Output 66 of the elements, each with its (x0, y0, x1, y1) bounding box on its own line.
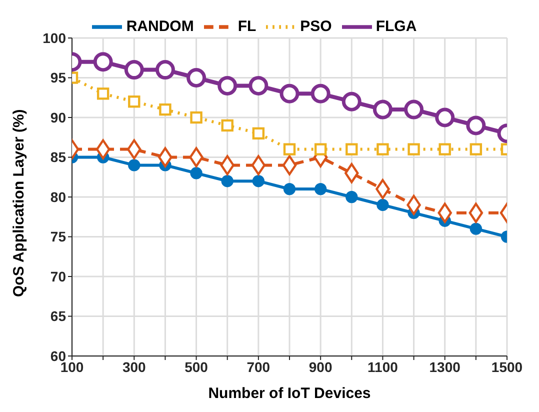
legend-label: FLGA (376, 18, 417, 35)
point (96, 88, 110, 100)
x-tick-label: 300 (122, 358, 146, 375)
x-tick-label: 1300 (429, 358, 461, 375)
x-tick-label: 900 (308, 358, 332, 375)
y-tick-label: 70 (50, 268, 66, 284)
point (221, 175, 234, 188)
y-tick-label: 95 (50, 70, 66, 86)
point (470, 222, 482, 235)
point (96, 139, 110, 160)
point (344, 163, 359, 184)
point (252, 127, 265, 140)
x-tick-label: 700 (246, 358, 270, 375)
point (376, 198, 389, 212)
point (155, 60, 175, 80)
point (314, 182, 327, 196)
point (372, 100, 392, 120)
point (283, 182, 296, 196)
point (248, 76, 268, 96)
y-tick-label: 90 (50, 109, 66, 126)
y-tick-label: 75 (50, 228, 66, 245)
point (190, 111, 202, 124)
point (251, 155, 266, 176)
x-tick-label: 1100 (368, 358, 398, 375)
point (346, 190, 358, 204)
point (218, 76, 238, 96)
point (310, 84, 330, 104)
y-axis-title: QoS Application Layer (%) (10, 109, 28, 297)
point (221, 119, 234, 132)
x-tick-label: 1500 (491, 358, 523, 375)
point (342, 92, 362, 112)
x-axis-title: Number of IoT Devices (208, 385, 371, 402)
point (128, 96, 140, 108)
point (220, 155, 234, 176)
legend-label: FL (238, 18, 256, 35)
x-tick-label: 500 (184, 358, 208, 375)
point (159, 103, 172, 116)
point (376, 143, 389, 156)
point (346, 143, 358, 156)
point (404, 100, 424, 120)
point (466, 116, 486, 136)
point (314, 143, 327, 156)
point (468, 202, 484, 223)
point (438, 202, 452, 223)
point (124, 60, 144, 80)
point (470, 143, 482, 156)
point (280, 84, 300, 104)
y-tick-label: 85 (50, 149, 66, 166)
legend-label: RANDOM (126, 18, 194, 35)
y-tick-label: 100 (42, 30, 66, 46)
point (93, 52, 113, 72)
point (128, 159, 140, 172)
point (190, 167, 202, 180)
point (282, 155, 297, 176)
point (189, 147, 204, 168)
point (435, 108, 455, 128)
point (158, 147, 172, 168)
point (408, 143, 420, 156)
point (252, 175, 265, 188)
point (283, 143, 296, 156)
point (127, 139, 142, 160)
point (186, 68, 206, 88)
point (438, 143, 451, 156)
y-tick-label: 80 (50, 188, 66, 205)
y-tick-label: 65 (50, 308, 66, 324)
legend-label: PSO (300, 18, 332, 35)
